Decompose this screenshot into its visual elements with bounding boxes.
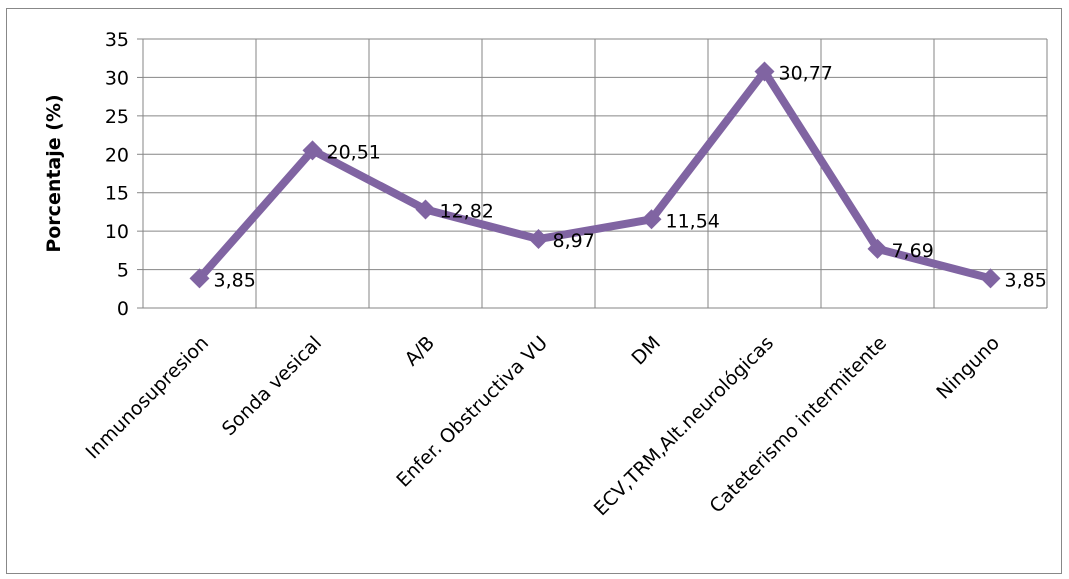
data-label-4: 11,54 bbox=[666, 210, 720, 232]
data-point-6 bbox=[867, 238, 888, 259]
y-tick-label-20: 20 bbox=[105, 144, 129, 166]
data-point-5 bbox=[754, 61, 775, 82]
x-tick-label-7: Ninguno bbox=[932, 332, 1004, 404]
data-label-2: 12,82 bbox=[440, 200, 494, 222]
y-tick-label-10: 10 bbox=[105, 221, 129, 243]
data-label-1: 20,51 bbox=[327, 141, 381, 163]
data-label-layer: 3,85 20,51 12,82 8,97 11,54 30,77 7,69 3,85 bbox=[214, 63, 1047, 292]
y-tick-label-15: 15 bbox=[105, 183, 129, 205]
grid-layer bbox=[137, 38, 1048, 309]
data-label-5: 30,77 bbox=[779, 63, 833, 85]
x-tick-label-1: Sonda vesical bbox=[218, 332, 326, 440]
series-line bbox=[195, 67, 995, 283]
x-tick-label-4: DM bbox=[628, 332, 665, 369]
data-label-0: 3,85 bbox=[214, 269, 256, 291]
y-tick-label-5: 5 bbox=[117, 260, 129, 282]
y-axis-label: Porcentaje (%) bbox=[43, 94, 65, 252]
data-point-0 bbox=[189, 268, 210, 289]
y-tick-label-25: 25 bbox=[105, 106, 129, 128]
data-point-1 bbox=[302, 140, 323, 161]
data-label-7: 3,85 bbox=[1005, 269, 1047, 291]
y-tick-label-0: 0 bbox=[117, 298, 129, 320]
y-tick-labels: 0 5 10 15 20 25 30 35 bbox=[105, 29, 129, 320]
y-tick-label-30: 30 bbox=[105, 67, 129, 89]
series-layer bbox=[189, 61, 1001, 289]
data-point-3 bbox=[528, 229, 549, 250]
data-label-6: 7,69 bbox=[892, 240, 934, 262]
data-point-4 bbox=[641, 209, 662, 230]
x-tick-label-0: Inmunosupresion bbox=[82, 332, 213, 463]
y-tick-label-35: 35 bbox=[105, 29, 129, 51]
x-tick-label-2: A/B bbox=[401, 332, 439, 370]
x-tick-label-5: ECV,TRM,Alt.neurológicas bbox=[590, 332, 778, 520]
chart-frame bbox=[6, 8, 1062, 574]
data-label-3: 8,97 bbox=[553, 230, 595, 252]
data-point-2 bbox=[415, 199, 436, 220]
data-point-7 bbox=[980, 268, 1001, 289]
